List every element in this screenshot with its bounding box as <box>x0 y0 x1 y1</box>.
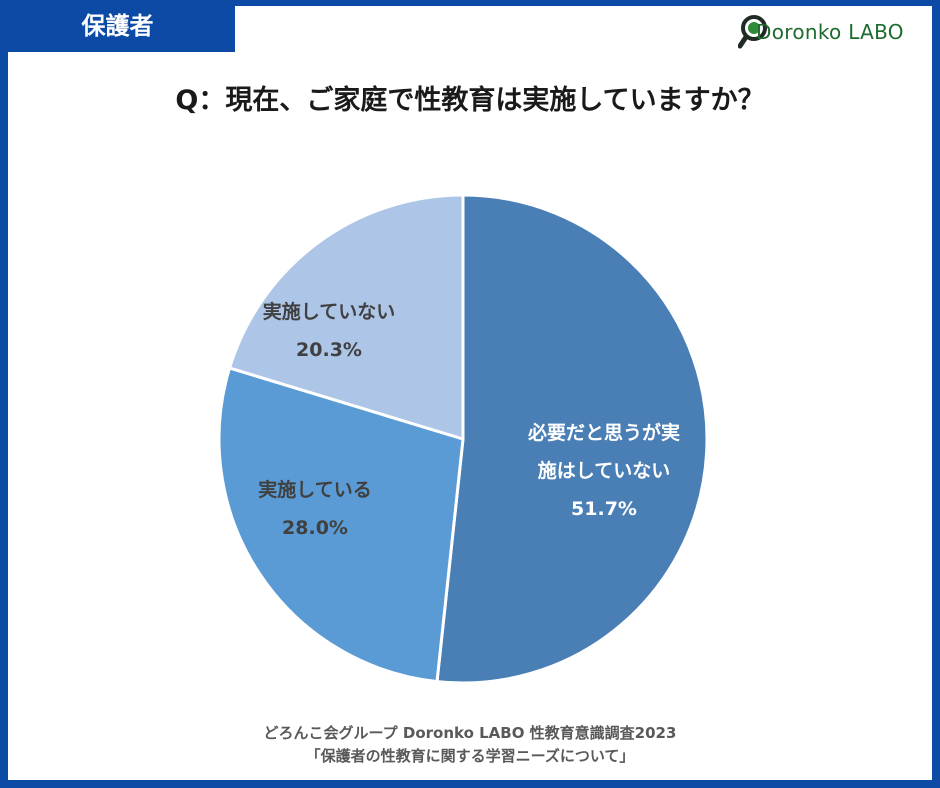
slice-label-line-2-0: 実施していない <box>263 300 395 323</box>
source-line-1: どろんこ会グループ Doronko LABO 性教育意識調査2023 <box>263 724 677 742</box>
logo: Doronko LABO <box>738 12 918 52</box>
pie-slice-1 <box>217 366 465 684</box>
logo-text: Doronko LABO <box>756 20 904 44</box>
slice-value-0: 51.7% <box>571 498 637 520</box>
pie-slice-2 <box>227 193 465 442</box>
source-line-2: 「保護者の性教育に関する学習ニーズについて」 <box>305 747 635 765</box>
slice-value-2: 20.3% <box>296 339 362 361</box>
slice-label-1: 実施している 28.0% <box>258 478 371 539</box>
question-title: Q：現在、ご家庭で性教育は実施していますか？ <box>175 85 765 116</box>
slice-label-line-0-0: 必要だと思うが実 <box>527 421 680 444</box>
slice-label-line-1-0: 実施している <box>258 478 371 501</box>
slice-label-line-0-1: 施はしていない <box>538 459 670 482</box>
slice-label-2: 実施していない 20.3% <box>263 300 395 361</box>
respondent-badge: 保護者 <box>0 0 235 52</box>
slice-value-1: 28.0% <box>282 517 348 539</box>
magnifier-icon <box>738 15 767 49</box>
source-note: どろんこ会グループ Doronko LABO 性教育意識調査2023 「保護者の… <box>0 722 940 768</box>
pie-slice-0 <box>435 193 709 685</box>
